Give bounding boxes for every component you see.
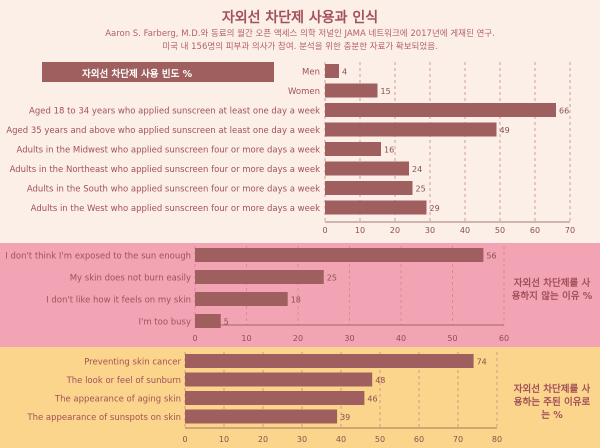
chart1-tick-label: 40 [460,226,470,235]
chart3-tick-label: 30 [297,435,307,444]
chart2-tick-label: 50 [447,334,457,343]
chart1-value-label: 16 [384,146,394,155]
chart1-tick-label: 10 [355,226,365,235]
chart1-category-label: Adults in the Midwest who applied sunscr… [17,146,321,156]
chart3-bar [185,409,338,424]
chart1-tick-label: 0 [322,226,327,235]
chart3-value-label: 48 [375,376,385,385]
chart3-tick-label: 70 [453,435,463,444]
chart1-category-label: Adults in the Northeast who applied suns… [10,165,320,175]
chart1-bar [325,161,409,176]
chart2-bar [195,248,484,262]
chart2-tick-label: 30 [344,334,354,343]
chart1-value-label: 24 [412,165,422,174]
chart1-tick-label: 50 [495,226,505,235]
chart2-value-label: 5 [224,318,229,327]
chart1-category-label: Men [302,68,320,78]
chart3-category-label: The appearance of aging skin [54,395,181,405]
chart2-value-label: 56 [486,252,496,261]
chart1-title-banner: 자외선 차단제 사용 빈도 % [42,62,274,82]
chart3-tick-label: 40 [336,435,346,444]
chart1-value-label: 4 [342,68,347,77]
chart3-value-label: 46 [367,395,377,404]
chart3-tick-label: 0 [182,435,187,444]
chart3-category-label: Preventing skin cancer [84,358,181,368]
chart1-tick-label: 70 [565,226,575,235]
chart3-category-label: The look or feel of sunburn [66,376,181,386]
chart2-tick-label: 0 [192,334,197,343]
header: 자외선 차단제 사용과 인식 Aaron S. Farberg, M.D.와 동… [0,0,600,58]
chart1-category-label: Women [288,87,320,97]
chart1-category-label: Adults in the West who applied sunscreen… [31,204,320,214]
chart2-category-label: I don't think I'm exposed to the sun eno… [5,252,191,262]
chart2-category-label: I don't like how it feels on my skin [46,296,191,306]
chart1-tick-label: 30 [425,226,435,235]
chart1-bar [325,200,427,215]
chart2-title: 자외선 차단제를 사용하지 않는 이유 % [511,278,593,302]
chart1-bar [325,122,497,137]
chart3-bar [185,354,474,368]
chart2-tick-label: 10 [241,334,251,343]
chart2-bar [195,314,221,328]
chart2-category-label: My skin does not burn easily [70,274,191,284]
chart1-bar [325,83,378,98]
chart1-category-label: Aged 18 to 34 years who applied sunscree… [29,107,320,117]
chart3-tick-label: 60 [414,435,424,444]
chart3-bar [185,391,365,405]
chart1-value-label: 25 [416,185,426,194]
chart3-tick-label: 10 [219,435,229,444]
chart3-category-label: The appearance of sunspots on skin [26,413,181,423]
chart1-category-label: Aged 35 years and above who applied suns… [6,126,320,136]
chart1-value-label: 29 [430,204,440,213]
chart2-category-label: I'm too busy [138,318,191,328]
chart1-bar [325,103,556,117]
subtitle-line-1: Aaron S. Farberg, M.D.와 동료의 월간 오픈 액세스 의학… [105,29,495,39]
chart3-tick-label: 20 [258,435,268,444]
chart1-category-label: Adults in the South who applied sunscree… [27,185,320,195]
chart3-tick-label: 80 [492,435,502,444]
chart1-bar [325,142,381,156]
chart3-value-label: 39 [340,413,350,422]
chart2-bar [195,270,324,284]
chart2-tick-label: 40 [396,334,406,343]
chart1-bar [325,64,339,78]
chart1-title: 자외선 차단제 사용 빈도 % [82,69,193,80]
chart1-value-label: 49 [500,126,510,135]
chart2-value-label: 25 [327,274,337,283]
chart2-bar [195,292,288,306]
chart2-tick-label: 20 [293,334,303,343]
chart1-tick-label: 60 [530,226,540,235]
chart2-value-label: 18 [291,296,301,305]
chart1-tick-label: 20 [390,226,400,235]
chart3-bar [185,372,373,387]
chart2-tick-label: 60 [499,334,509,343]
chart1-value-label: 15 [381,87,391,96]
chart3-title: 자외선 차단제를 사용하는 주된 이유로는 % [513,384,591,421]
chart1-value-label: 66 [559,107,569,116]
chart3-tick-label: 50 [375,435,385,444]
chart3-value-label: 74 [477,358,487,367]
chart1-bar [325,181,413,195]
subtitle-line-2: 미국 내 156명의 피부과 의사가 참여. 분석을 위한 충분한 자료가 확보… [162,42,438,52]
page-title: 자외선 차단제 사용과 인식 [221,10,379,26]
